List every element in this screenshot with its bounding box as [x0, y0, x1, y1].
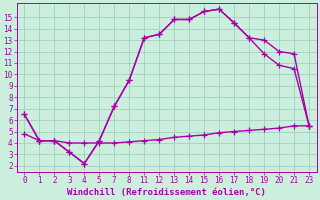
X-axis label: Windchill (Refroidissement éolien,°C): Windchill (Refroidissement éolien,°C)	[67, 188, 266, 197]
